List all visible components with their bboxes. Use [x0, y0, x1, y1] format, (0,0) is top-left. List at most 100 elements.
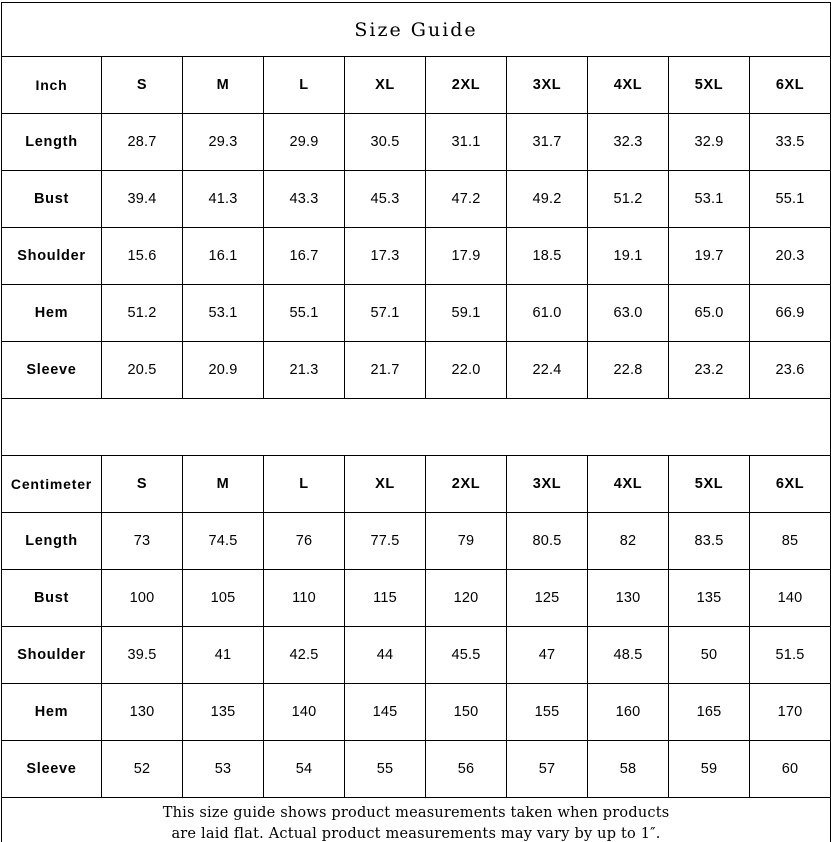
inch-length-3xl: 31.7: [506, 113, 588, 171]
cm-hem-5xl: 165: [668, 683, 750, 741]
cm-shoulder-m: 41: [182, 626, 264, 684]
cm-length-l: 76: [263, 512, 345, 570]
cm-bust-l: 110: [263, 569, 345, 627]
cm-hem-6xl: 170: [748, 683, 831, 741]
inch-size-header-5xl: 5XL: [668, 56, 750, 114]
inch-bust-l: 43.3: [263, 170, 345, 228]
inch-hem-s: 51.2: [101, 284, 183, 342]
cm-length-5xl: 83.5: [668, 512, 750, 570]
inch-length-6xl: 33.5: [748, 113, 831, 171]
size-guide-note-line-1: This size guide shows product measuremen…: [162, 804, 670, 821]
cm-sleeve-5xl: 59: [668, 740, 750, 798]
cm-size-header-m: M: [182, 455, 264, 513]
inch-sleeve-l: 21.3: [263, 341, 345, 399]
inch-row-label-hem: Hem: [1, 284, 102, 342]
cm-row-label-sleeve: Sleeve: [1, 740, 102, 798]
cm-size-header-4xl: 4XL: [587, 455, 669, 513]
cm-shoulder-xl: 44: [344, 626, 426, 684]
inch-size-header-xl: XL: [344, 56, 426, 114]
cm-shoulder-3xl: 47: [506, 626, 588, 684]
inch-bust-s: 39.4: [101, 170, 183, 228]
cm-shoulder-l: 42.5: [263, 626, 345, 684]
cm-bust-s: 100: [101, 569, 183, 627]
inch-sleeve-5xl: 23.2: [668, 341, 750, 399]
cm-shoulder-5xl: 50: [668, 626, 750, 684]
inch-bust-2xl: 47.2: [425, 170, 507, 228]
inch-hem-6xl: 66.9: [748, 284, 831, 342]
inch-unit-label: Inch: [1, 56, 102, 114]
inch-size-header-s: S: [101, 56, 183, 114]
inch-sleeve-6xl: 23.6: [748, 341, 831, 399]
inch-size-header-l: L: [263, 56, 345, 114]
inch-shoulder-3xl: 18.5: [506, 227, 588, 285]
inch-length-5xl: 32.9: [668, 113, 750, 171]
table-row: Bust 39.4 41.3 43.3 45.3 47.2 49.2 51.2 …: [1, 170, 831, 228]
inch-size-header-m: M: [182, 56, 264, 114]
inch-bust-5xl: 53.1: [668, 170, 750, 228]
inch-bust-xl: 45.3: [344, 170, 426, 228]
inch-sleeve-m: 20.9: [182, 341, 264, 399]
cm-shoulder-s: 39.5: [101, 626, 183, 684]
cm-unit-label: Centimeter: [1, 455, 102, 513]
cm-sleeve-xl: 55: [344, 740, 426, 798]
inch-hem-l: 55.1: [263, 284, 345, 342]
inch-length-l: 29.9: [263, 113, 345, 171]
inch-row-label-length: Length: [1, 113, 102, 171]
inch-length-2xl: 31.1: [425, 113, 507, 171]
inch-row-label-sleeve: Sleeve: [1, 341, 102, 399]
footer-row: This size guide shows product measuremen…: [0, 797, 831, 842]
table-row: Length 28.7 29.3 29.9 30.5 31.1 31.7 32.…: [1, 113, 831, 171]
inch-hem-xl: 57.1: [344, 284, 426, 342]
inch-sleeve-3xl: 22.4: [506, 341, 588, 399]
cm-hem-m: 135: [182, 683, 264, 741]
table-row: Sleeve 52 53 54 55 56 57 58 59 60: [1, 740, 831, 798]
inch-shoulder-m: 16.1: [182, 227, 264, 285]
inch-length-s: 28.7: [101, 113, 183, 171]
inch-sleeve-2xl: 22.0: [425, 341, 507, 399]
inch-sleeve-4xl: 22.8: [587, 341, 669, 399]
cm-size-header-6xl: 6XL: [748, 455, 831, 513]
inch-shoulder-s: 15.6: [101, 227, 183, 285]
table-row: Bust 100 105 110 115 120 125 130 135 140: [1, 569, 831, 627]
inch-bust-6xl: 55.1: [748, 170, 831, 228]
cm-sleeve-l: 54: [263, 740, 345, 798]
cm-size-header-2xl: 2XL: [425, 455, 507, 513]
inch-bust-m: 41.3: [182, 170, 264, 228]
cm-sleeve-3xl: 57: [506, 740, 588, 798]
inch-hem-3xl: 61.0: [506, 284, 588, 342]
cm-length-m: 74.5: [182, 512, 264, 570]
size-guide-note-line-2: are laid flat. Actual product measuremen…: [171, 826, 661, 842]
cm-bust-5xl: 135: [668, 569, 750, 627]
inch-shoulder-6xl: 20.3: [748, 227, 831, 285]
cm-size-header-s: S: [101, 455, 183, 513]
inch-sleeve-s: 20.5: [101, 341, 183, 399]
size-guide-note: This size guide shows product measuremen…: [0, 797, 831, 842]
cm-row-label-shoulder: Shoulder: [1, 626, 102, 684]
cm-hem-4xl: 160: [587, 683, 669, 741]
table-row: Hem 130 135 140 145 150 155 160 165 170: [1, 683, 831, 741]
cm-shoulder-2xl: 45.5: [425, 626, 507, 684]
cm-sleeve-4xl: 58: [587, 740, 669, 798]
cm-hem-3xl: 155: [506, 683, 588, 741]
cm-bust-3xl: 125: [506, 569, 588, 627]
inch-size-header-4xl: 4XL: [587, 56, 669, 114]
inch-row-label-shoulder: Shoulder: [1, 227, 102, 285]
cm-length-6xl: 85: [748, 512, 831, 570]
cm-sleeve-s: 52: [101, 740, 183, 798]
table-row: Hem 51.2 53.1 55.1 57.1 59.1 61.0 63.0 6…: [1, 284, 831, 342]
inch-hem-5xl: 65.0: [668, 284, 750, 342]
title-row: Size Guide: [0, 2, 831, 57]
cm-bust-4xl: 130: [587, 569, 669, 627]
cm-length-2xl: 79: [425, 512, 507, 570]
inch-size-header-2xl: 2XL: [425, 56, 507, 114]
table-spacer-row: [0, 398, 831, 456]
cm-size-header-xl: XL: [344, 455, 426, 513]
inch-bust-3xl: 49.2: [506, 170, 588, 228]
inch-length-4xl: 32.3: [587, 113, 669, 171]
cm-sleeve-2xl: 56: [425, 740, 507, 798]
inch-header-row: Inch S M L XL 2XL 3XL 4XL 5XL 6XL: [1, 56, 831, 114]
inch-size-header-3xl: 3XL: [506, 56, 588, 114]
